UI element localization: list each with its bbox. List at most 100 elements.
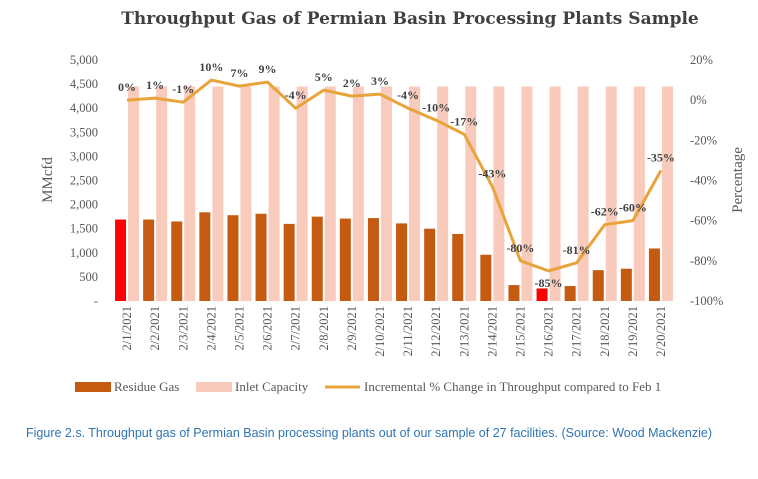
x-tick-label: 2/4/2021 [204, 306, 218, 350]
pct-data-label: -4% [397, 88, 419, 102]
x-tick-label: 2/3/2021 [176, 306, 190, 350]
inlet-capacity-bar [324, 86, 336, 301]
pct-data-label: 10% [199, 60, 223, 74]
y2-axis-ticks: -100% -80% -60% -40% -20% 0% 20% [690, 53, 723, 308]
y2-tick-label: -80% [690, 254, 717, 268]
residue-gas-bar [480, 254, 492, 301]
x-tick-label: 2/16/2021 [542, 306, 556, 357]
residue-gas-bar [424, 228, 436, 301]
y-tick-label: 2,500 [70, 174, 98, 188]
y-tick-label: - [94, 294, 98, 308]
residue-gas-bars [115, 212, 660, 301]
inlet-capacity-bar [184, 86, 196, 301]
pct-change-line [126, 78, 663, 273]
pct-data-label: -1% [172, 82, 194, 96]
y-tick-label: 1,000 [70, 246, 98, 260]
pct-change-line-layer: 0% 1% -1%10% 7% 9%-4%5% 2% 3%-4%-10%-17%-43%-8… [118, 60, 675, 290]
inlet-capacity-bar [521, 86, 533, 301]
legend: Residue Gas Inlet Capacity Incremental %… [75, 379, 661, 394]
x-tick-label: 2/13/2021 [457, 306, 471, 357]
x-tick-label: 2/2/2021 [148, 306, 162, 350]
inlet-capacity-bar [493, 86, 505, 301]
y-tick-label: 3,000 [70, 149, 98, 163]
inlet-capacity-bars [128, 86, 673, 301]
x-axis-ticks: 2/1/2021 2/2/2021 2/3/2021 2/4/2021 2/5/2021… [120, 306, 668, 357]
x-tick-label: 2/9/2021 [345, 306, 359, 350]
x-tick-label: 2/5/2021 [232, 306, 246, 350]
inlet-capacity-bar [352, 86, 364, 301]
y2-tick-label: -20% [690, 133, 717, 147]
pct-data-label: 1% [146, 78, 164, 92]
pct-data-label: 7% [230, 66, 248, 80]
y2-tick-label: -100% [690, 294, 723, 308]
x-tick-label: 2/8/2021 [317, 306, 331, 350]
x-tick-label: 2/20/2021 [654, 306, 668, 357]
inlet-capacity-bar [156, 86, 168, 301]
residue-gas-bar [339, 218, 351, 301]
pct-data-label: 5% [315, 70, 333, 84]
inlet-capacity-bar [549, 86, 561, 301]
legend-swatch-residue-gas [75, 382, 111, 392]
pct-data-label: -17% [450, 114, 478, 128]
inlet-capacity-bar [465, 86, 477, 301]
pct-data-label: 2% [343, 76, 361, 90]
pct-data-label: -80% [506, 241, 534, 255]
x-tick-label: 2/19/2021 [626, 306, 640, 357]
residue-gas-bar [564, 286, 576, 301]
residue-gas-bar [452, 234, 464, 301]
x-tick-label: 2/10/2021 [373, 306, 387, 357]
x-tick-label: 2/1/2021 [120, 306, 134, 350]
residue-gas-bar [115, 219, 127, 301]
residue-gas-bar [171, 221, 183, 301]
inlet-capacity-bar [437, 86, 449, 301]
inlet-capacity-bar [128, 86, 140, 301]
legend-label-inlet-capacity: Inlet Capacity [235, 379, 309, 394]
chart-title: Throughput Gas of Permian Basin Processi… [121, 9, 699, 29]
residue-gas-bar [648, 248, 660, 301]
pct-data-label: -35% [647, 150, 675, 164]
y-tick-label: 2,000 [70, 198, 98, 212]
y-tick-label: 3,500 [70, 125, 98, 139]
y-tick-label: 5,000 [70, 53, 98, 67]
residue-gas-bar [620, 268, 632, 301]
inlet-capacity-bar [605, 86, 617, 301]
inlet-capacity-bar [409, 86, 421, 301]
inlet-capacity-bar [577, 86, 589, 301]
residue-gas-bar [367, 218, 379, 301]
y-tick-label: 1,500 [70, 222, 98, 236]
y-tick-label: 500 [79, 270, 98, 284]
x-tick-label: 2/12/2021 [429, 306, 443, 357]
x-tick-label: 2/11/2021 [401, 306, 415, 356]
x-tick-label: 2/15/2021 [513, 306, 527, 357]
residue-gas-bar [311, 216, 323, 301]
residue-gas-bar [508, 285, 520, 301]
pct-data-label: 3% [371, 74, 389, 88]
pct-data-label: -43% [478, 167, 506, 181]
x-tick-label: 2/14/2021 [485, 306, 499, 357]
x-tick-label: 2/17/2021 [570, 306, 584, 357]
legend-label-pct-change: Incremental % Change in Throughput compa… [364, 379, 661, 394]
inlet-capacity-bar [380, 86, 392, 301]
residue-gas-bar [396, 223, 408, 301]
inlet-capacity-bar [633, 86, 645, 301]
residue-gas-bar [143, 219, 155, 301]
inlet-capacity-bar [212, 86, 224, 301]
residue-gas-bar [536, 288, 548, 301]
legend-label-residue-gas: Residue Gas [114, 379, 179, 394]
residue-gas-bar [283, 223, 295, 301]
pct-data-label: -85% [535, 276, 563, 290]
residue-gas-bar [255, 213, 267, 301]
residue-gas-bar [227, 215, 239, 301]
x-tick-label: 2/6/2021 [261, 306, 275, 350]
inlet-capacity-bar [296, 86, 308, 301]
pct-data-label: -62% [591, 205, 619, 219]
pct-data-label: -60% [619, 201, 647, 215]
x-tick-label: 2/18/2021 [598, 306, 612, 357]
inlet-capacity-bar [268, 86, 280, 301]
y2-tick-label: 0% [690, 93, 707, 107]
y2-axis-title: Percentage [730, 147, 746, 213]
residue-gas-bar [592, 270, 604, 301]
y2-tick-label: -60% [690, 214, 717, 228]
pct-data-label: -81% [563, 243, 591, 257]
x-tick-label: 2/7/2021 [289, 306, 303, 350]
